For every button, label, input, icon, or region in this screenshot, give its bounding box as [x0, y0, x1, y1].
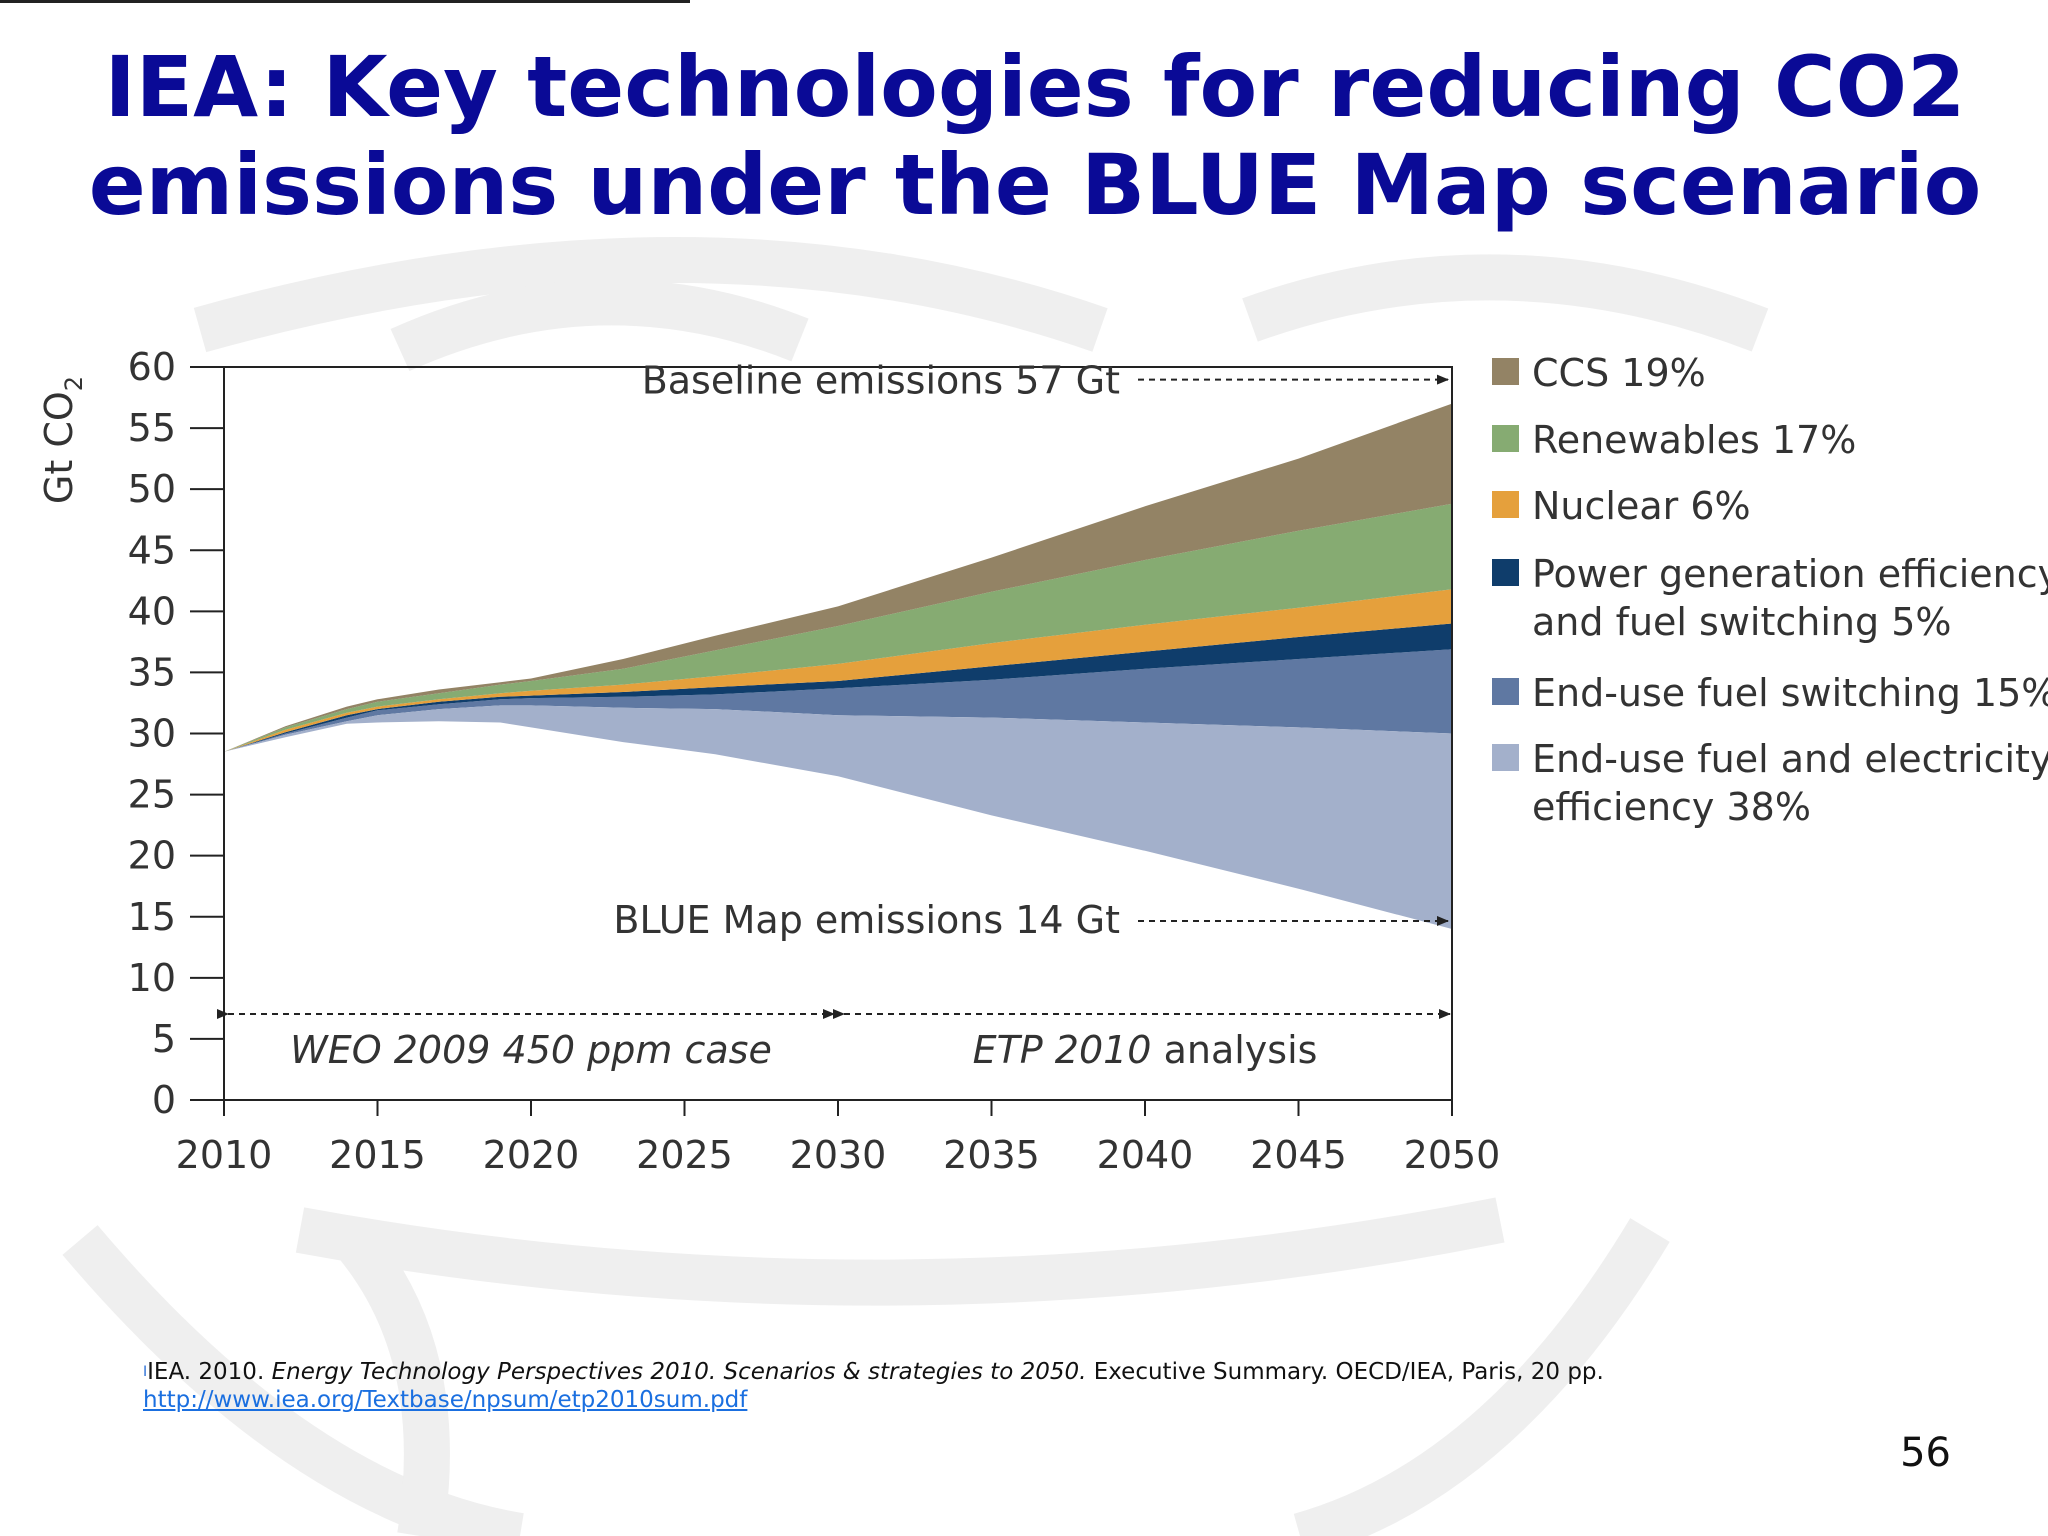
legend-swatch — [1492, 559, 1519, 586]
x-tick-label: 2050 — [1404, 1133, 1501, 1177]
blue-map-label: BLUE Map emissions 14 Gt — [613, 898, 1120, 942]
area-efficiency — [224, 705, 1452, 929]
legend-swatch — [1492, 744, 1519, 771]
reference-text: IIEA. 2010. Energy Technology Perspectiv… — [143, 1358, 1604, 1386]
x-tick-label: 2035 — [943, 1133, 1040, 1177]
x-tick-label: 2015 — [329, 1133, 426, 1177]
area-2 — [224, 649, 1452, 752]
y-axis-label: Gt CO2 — [37, 376, 88, 504]
x-tick-label: 2025 — [636, 1133, 733, 1177]
legend-label: Power generation efficiency — [1532, 552, 2048, 596]
etp-period-label: ETP 2010 analysis — [973, 1028, 1318, 1072]
area-layers — [224, 403, 1452, 1100]
y-axis-ticks: 0 5 10 15 20 25 30 35 40 45 50 55 60 — [128, 345, 224, 1122]
x-tick-label: 2040 — [1097, 1133, 1194, 1177]
y-tick-label: 15 — [128, 895, 176, 939]
y-tick-label: 20 — [128, 834, 176, 878]
legend-label: Nuclear 6% — [1532, 484, 1751, 528]
weo-period-label: WEO 2009 450 ppm case — [290, 1028, 772, 1072]
slide-title: IEA: Key technologies for reducing CO2 e… — [88, 38, 1982, 234]
page-number: 56 — [1900, 1430, 1951, 1476]
legend-swatch — [1492, 425, 1519, 452]
footnote-marker: I — [143, 1364, 148, 1380]
y-tick-label: 0 — [152, 1078, 176, 1122]
area-4 — [224, 589, 1452, 752]
reference-citation: IIEA. 2010. Energy Technology Perspectiv… — [143, 1358, 1604, 1414]
x-tick-label: 2020 — [483, 1133, 580, 1177]
legend-label: and fuel switching 5% — [1532, 600, 1951, 644]
y-tick-label: 45 — [128, 528, 176, 572]
y-tick-label: 10 — [128, 956, 176, 1000]
y-tick-label: 30 — [128, 712, 176, 756]
baseline-label: Baseline emissions 57 Gt — [642, 359, 1120, 403]
reference-details: Executive Summary. OECD/IEA, Paris, 20 p… — [1086, 1359, 1604, 1385]
reference-link[interactable]: http://www.iea.org/Textbase/npsum/etp201… — [143, 1387, 748, 1413]
reference-title: Energy Technology Perspectives 2010. Sce… — [271, 1359, 1087, 1385]
y-tick-label: 40 — [128, 589, 176, 633]
legend-label: End-use fuel and electricity — [1532, 737, 2048, 781]
legend-swatch — [1492, 678, 1519, 705]
area-5 — [224, 503, 1452, 752]
y-tick-label: 50 — [128, 467, 176, 511]
legend-label: Renewables 17% — [1532, 418, 1856, 462]
chart-legend: CCS 19% Renewables 17% Nuclear 6% Power gen… — [1492, 351, 2048, 829]
legend-label: CCS 19% — [1532, 351, 1706, 395]
header-rule — [0, 0, 690, 3]
legend-swatch — [1492, 358, 1519, 385]
area-3 — [224, 623, 1452, 752]
x-axis-ticks: 2010 2015 2020 2025 2030 2035 2040 2045 2050 — [176, 1100, 1501, 1177]
x-tick-label: 2010 — [176, 1133, 273, 1177]
y-tick-label: 25 — [128, 773, 176, 817]
y-tick-label: 35 — [128, 650, 176, 694]
legend-label: End-use fuel switching 15% — [1532, 671, 2048, 715]
x-tick-label: 2030 — [790, 1133, 887, 1177]
legend-label: efficiency 38% — [1532, 785, 1811, 829]
chart-annotations: Baseline emissions 57 Gt BLUE Map emissio… — [217, 359, 1451, 1072]
legend-swatch — [1492, 491, 1519, 518]
reference-lead: IEA. 2010. — [147, 1359, 272, 1385]
y-tick-label: 55 — [128, 406, 176, 450]
y-tick-label: 60 — [128, 345, 176, 389]
x-tick-label: 2045 — [1250, 1133, 1347, 1177]
y-tick-label: 5 — [152, 1017, 176, 1061]
